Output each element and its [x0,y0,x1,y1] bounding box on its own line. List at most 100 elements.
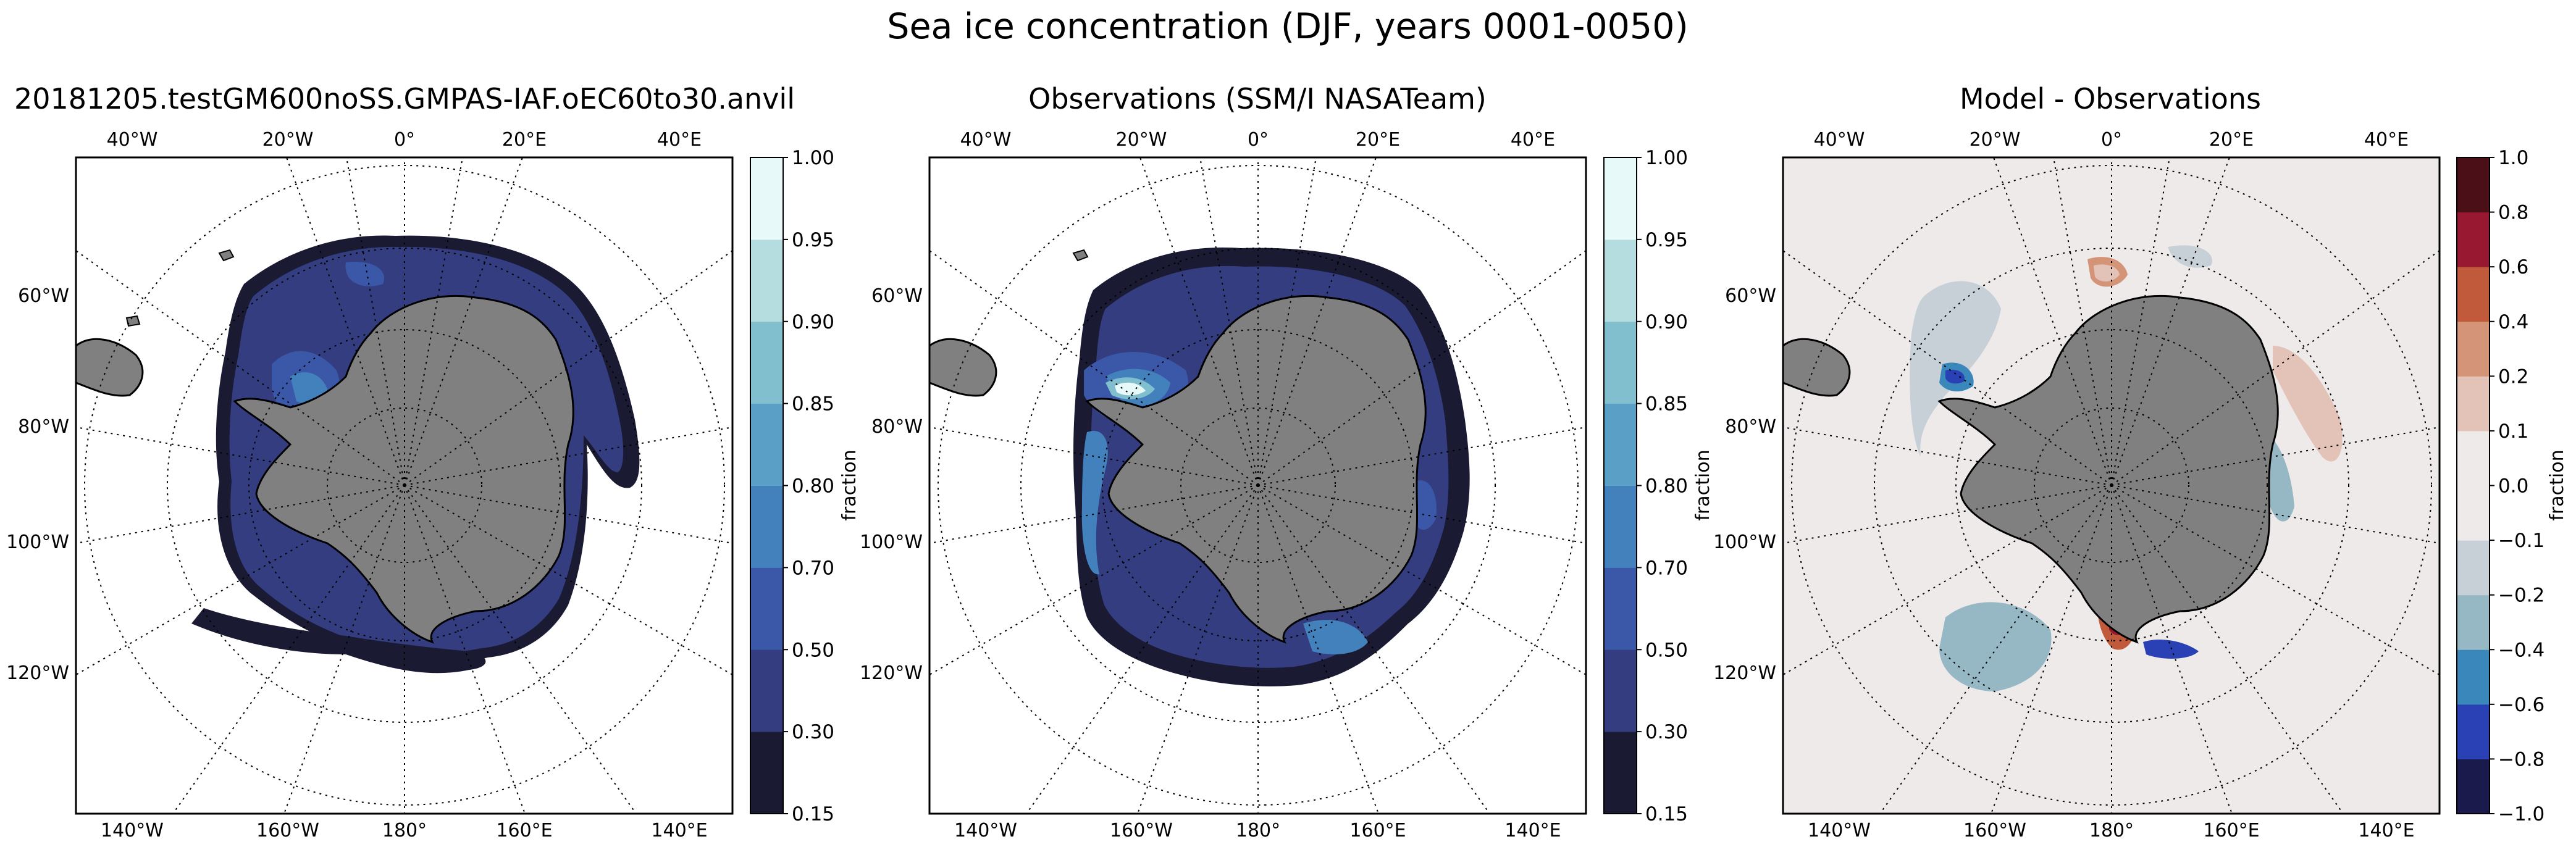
colorbar-tick-label: 0.70 [1645,557,1688,579]
model-panel-title: 20181205.testGM600noSS.GMPAS-IAF.oEC60to… [14,82,795,115]
colorbar-segment [2457,321,2490,377]
diff-lbl-top-5: 40°E [2364,129,2409,151]
model-graticule [76,157,732,814]
model-lbl-left-2: 80°W [18,416,69,438]
colorbar-tick-label: −0.6 [2498,694,2545,716]
colorbar-tick-label: 0.2 [2498,365,2528,388]
obs-lbl-bottom-2: 160°W [1110,820,1173,841]
colorbar-tick-label: 0.95 [1645,229,1688,251]
colorbar-tick-label: 1.00 [1645,147,1688,169]
diff-lbl-bottom-3: 180° [2089,820,2134,841]
colorbar-tick-label: 0.30 [792,721,834,743]
diff-pos-north-core [2094,264,2120,282]
diff-graticule [1783,157,2440,814]
obs-lbl-top-1: 40°W [960,129,1012,151]
diff-lbl-bottom-1: 140°W [1808,820,1871,841]
colorbar-segment [750,567,783,650]
obs-island [1072,249,1089,262]
obs-lbl-bottom-3: 180° [1236,820,1280,841]
obs-ice-weddell-095 [1115,382,1146,396]
colorbar-segment [1604,732,1637,814]
colorbar-tick-label: 0.80 [792,475,834,498]
model-panel: 20181205.testGM600noSS.GMPAS-IAF.oEC60to… [6,82,860,841]
diff-map-frame [1782,156,2441,815]
diff-lbl-bottom-5: 140°E [2358,820,2414,841]
model-lbl-top-1: 40°W [107,129,158,151]
obs-map-frame [928,156,1587,815]
model-lbl-bottom-3: 180° [382,820,427,841]
obs-antarctica-landmass [929,249,1427,644]
diff-lbl-left-4: 120°W [1713,662,1776,684]
obs-lbl-bottom-5: 140°E [1504,820,1561,841]
colorbar-segment [750,732,783,814]
colorbar-tick-label: −0.8 [2498,748,2545,770]
colorbar-tick-label: 0.0 [2498,475,2528,498]
obs-lbl-left-3: 100°W [860,532,923,553]
obs-ice-ross-080 [1303,620,1368,654]
colorbar-tick-label: 0.50 [1645,639,1688,661]
diff-lbl-left-3: 100°W [1713,532,1776,553]
colorbar-tick-label: −0.1 [2498,530,2545,552]
colorbar-tick-label: −0.4 [2498,639,2545,661]
colorbar-tick-label: 0.8 [2498,202,2528,224]
diff-colorbar: −1.0 −0.8 −0.6 −0.4 −0.2 −0.1 0.0 0.1 0.2 0.4 0.6 0… [2456,147,2545,825]
colorbar-tick-label: 0.70 [792,557,834,579]
obs-lbl-left-2: 80°W [871,416,923,438]
diff-lbl-left-2: 80°W [1725,416,1776,438]
colorbar-segment [2457,704,2490,759]
diff-lbl-top-3: 0° [2101,129,2122,151]
colorbar-tick-label: 0.15 [1645,803,1688,825]
diff-lbl-top-2: 20°W [1970,129,2021,151]
model-island-2 [125,315,141,327]
colorbar-segment [1604,239,1637,322]
diff-lbl-top-1: 40°W [1814,129,1865,151]
obs-lbl-top-3: 0° [1248,129,1269,151]
colorbar-segment [2457,376,2490,432]
model-antarctica [233,294,574,644]
colorbar-segment [750,485,783,568]
colorbar-segment [1604,157,1637,240]
colorbar-segment [2457,595,2490,650]
colorbar-segment [1604,649,1637,732]
colorbar-tick-label: 0.90 [1645,311,1688,333]
figure-title: Sea ice concentration (DJF, years 0001-0… [887,6,1688,47]
obs-panel-title: Observations (SSM/I NASATeam) [1028,82,1487,115]
colorbar-tick-label: 0.85 [792,393,834,415]
model-colorbar-label: fraction [839,449,860,520]
model-antarctica-landmass [76,249,574,644]
model-lbl-top-3: 0° [394,129,415,151]
model-lbl-left-3: 100°W [6,532,69,553]
colorbar-segment [2457,212,2490,267]
colorbar-tick-label: 0.50 [792,639,834,661]
model-lbl-top-5: 40°E [657,129,702,151]
colorbar-segment [1604,567,1637,650]
colorbar-tick-label: 0.4 [2498,311,2528,333]
model-lbl-left-4: 120°W [6,662,69,684]
obs-antarctica [1085,294,1427,644]
model-colorbar: 0.15 0.30 0.50 0.70 0.80 0.85 0.90 0.95 1.00 [750,147,834,825]
model-map-frame [75,156,734,815]
colorbar-tick-label: 0.30 [1645,721,1688,743]
diff-neg-ross-east [2143,639,2199,659]
model-lon-labels: 40°W 20°W 0° 20°E 40°E 140°W 160°W 180° … [6,129,708,841]
colorbar-segment [2457,649,2490,705]
diff-colorbar-label: fraction [2546,449,2568,520]
colorbar-tick-label: 0.85 [1645,393,1688,415]
colorbar-segment [2457,267,2490,322]
diff-lbl-bottom-4: 160°E [2203,820,2259,841]
model-lbl-bottom-1: 140°W [101,820,164,841]
model-lbl-top-4: 20°E [502,129,547,151]
colorbar-tick-label: 0.95 [792,229,834,251]
diff-lbl-top-4: 20°E [2209,129,2254,151]
obs-colorbar: 0.15 0.30 0.50 0.70 0.80 0.85 0.90 0.95 1.00 [1603,147,1688,825]
colorbar-segment [2457,430,2490,486]
colorbar-tick-label: 1.00 [792,147,834,169]
colorbar-segment [750,157,783,240]
model-island [218,249,235,262]
colorbar-tick-label: 0.6 [2498,256,2528,278]
colorbar-segment [2457,540,2490,596]
diff-panel: Model - Observations [1713,82,2568,841]
obs-lbl-top-4: 20°E [1356,129,1400,151]
diff-neg-amundsen [1939,602,2052,691]
